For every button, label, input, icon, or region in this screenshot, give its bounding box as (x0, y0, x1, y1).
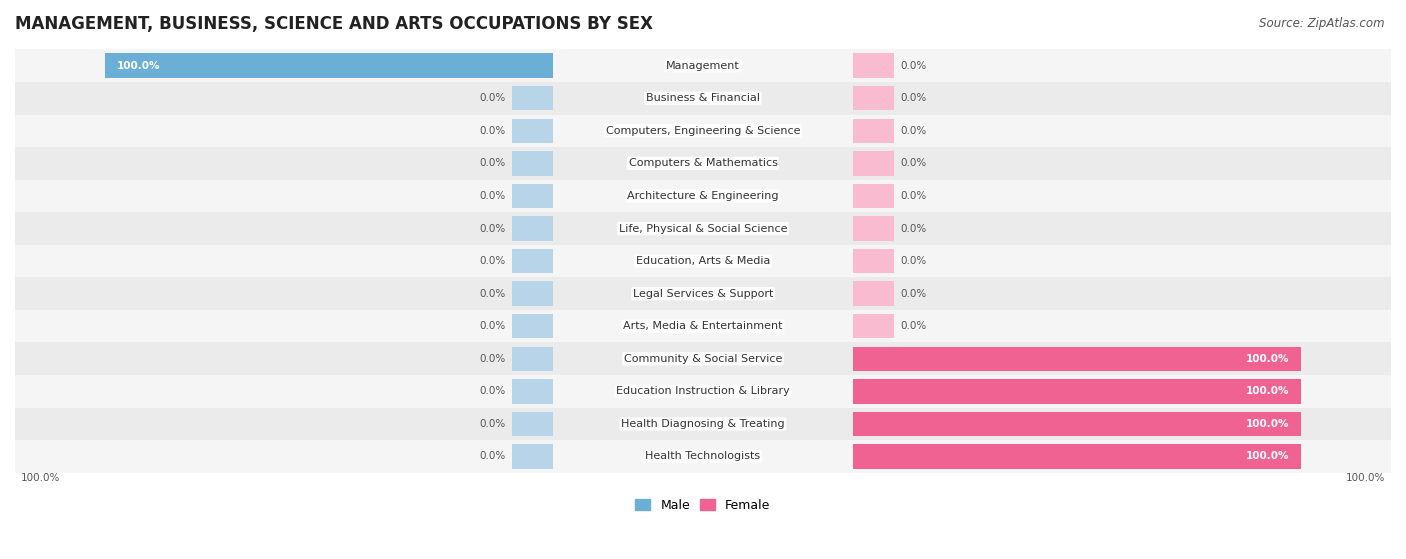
Text: 0.0%: 0.0% (900, 224, 927, 234)
Text: Source: ZipAtlas.com: Source: ZipAtlas.com (1260, 17, 1385, 30)
Text: 0.0%: 0.0% (900, 126, 927, 136)
Text: 100.0%: 100.0% (1246, 386, 1289, 396)
Bar (852, 249, 894, 273)
Text: 0.0%: 0.0% (900, 158, 927, 168)
Text: Business & Financial: Business & Financial (645, 93, 761, 103)
Text: 0.0%: 0.0% (479, 126, 506, 136)
Text: 100.0%: 100.0% (117, 61, 160, 70)
Bar (512, 216, 554, 241)
Bar (15, 310, 1391, 343)
Bar (512, 184, 554, 208)
Text: 0.0%: 0.0% (479, 191, 506, 201)
Text: Life, Physical & Social Science: Life, Physical & Social Science (619, 224, 787, 234)
Bar (512, 119, 554, 143)
Text: 100.0%: 100.0% (1246, 419, 1289, 429)
Bar (15, 408, 1391, 440)
Text: 0.0%: 0.0% (900, 256, 927, 266)
Text: MANAGEMENT, BUSINESS, SCIENCE AND ARTS OCCUPATIONS BY SEX: MANAGEMENT, BUSINESS, SCIENCE AND ARTS O… (15, 15, 652, 33)
Bar (512, 444, 554, 468)
Text: 0.0%: 0.0% (900, 321, 927, 331)
Text: Legal Services & Support: Legal Services & Support (633, 288, 773, 299)
Bar (104, 54, 554, 78)
Bar (15, 277, 1391, 310)
Bar (15, 49, 1391, 82)
Bar (15, 440, 1391, 473)
Text: 0.0%: 0.0% (900, 191, 927, 201)
Bar (852, 54, 894, 78)
Bar (852, 314, 894, 338)
Bar (852, 119, 894, 143)
Bar (852, 444, 1302, 468)
Text: 0.0%: 0.0% (479, 321, 506, 331)
Text: Arts, Media & Entertainment: Arts, Media & Entertainment (623, 321, 783, 331)
Text: Management: Management (666, 61, 740, 70)
Bar (512, 151, 554, 176)
Text: 0.0%: 0.0% (479, 288, 506, 299)
Text: 0.0%: 0.0% (479, 158, 506, 168)
Text: 100.0%: 100.0% (1246, 354, 1289, 364)
Text: 0.0%: 0.0% (900, 61, 927, 70)
Bar (512, 347, 554, 371)
Text: 0.0%: 0.0% (479, 386, 506, 396)
Legend: Male, Female: Male, Female (630, 494, 776, 517)
Bar (15, 245, 1391, 277)
Text: 0.0%: 0.0% (479, 354, 506, 364)
Bar (15, 147, 1391, 179)
Bar (512, 314, 554, 338)
Bar (15, 375, 1391, 408)
Bar (852, 216, 894, 241)
Text: 0.0%: 0.0% (479, 419, 506, 429)
Bar (15, 343, 1391, 375)
Text: 100.0%: 100.0% (1246, 452, 1289, 462)
Text: 100.0%: 100.0% (1346, 472, 1385, 482)
Text: Computers, Engineering & Science: Computers, Engineering & Science (606, 126, 800, 136)
Text: Education, Arts & Media: Education, Arts & Media (636, 256, 770, 266)
Bar (852, 411, 1302, 436)
Text: 0.0%: 0.0% (479, 93, 506, 103)
Bar (15, 82, 1391, 115)
Bar (15, 115, 1391, 147)
Bar (852, 151, 894, 176)
Bar (852, 379, 1302, 404)
Text: Education Instruction & Library: Education Instruction & Library (616, 386, 790, 396)
Text: 0.0%: 0.0% (479, 452, 506, 462)
Bar (512, 411, 554, 436)
Bar (852, 347, 1302, 371)
Text: 0.0%: 0.0% (900, 93, 927, 103)
Text: Computers & Mathematics: Computers & Mathematics (628, 158, 778, 168)
Bar (512, 249, 554, 273)
Text: 100.0%: 100.0% (21, 472, 60, 482)
Bar (512, 281, 554, 306)
Text: 0.0%: 0.0% (479, 224, 506, 234)
Text: Health Diagnosing & Treating: Health Diagnosing & Treating (621, 419, 785, 429)
Bar (852, 86, 894, 111)
Text: 0.0%: 0.0% (479, 256, 506, 266)
Bar (852, 184, 894, 208)
Bar (512, 86, 554, 111)
Bar (512, 379, 554, 404)
Text: Community & Social Service: Community & Social Service (624, 354, 782, 364)
Bar (852, 281, 894, 306)
Text: Health Technologists: Health Technologists (645, 452, 761, 462)
Text: Architecture & Engineering: Architecture & Engineering (627, 191, 779, 201)
Bar (15, 212, 1391, 245)
Bar (15, 179, 1391, 212)
Text: 0.0%: 0.0% (900, 288, 927, 299)
